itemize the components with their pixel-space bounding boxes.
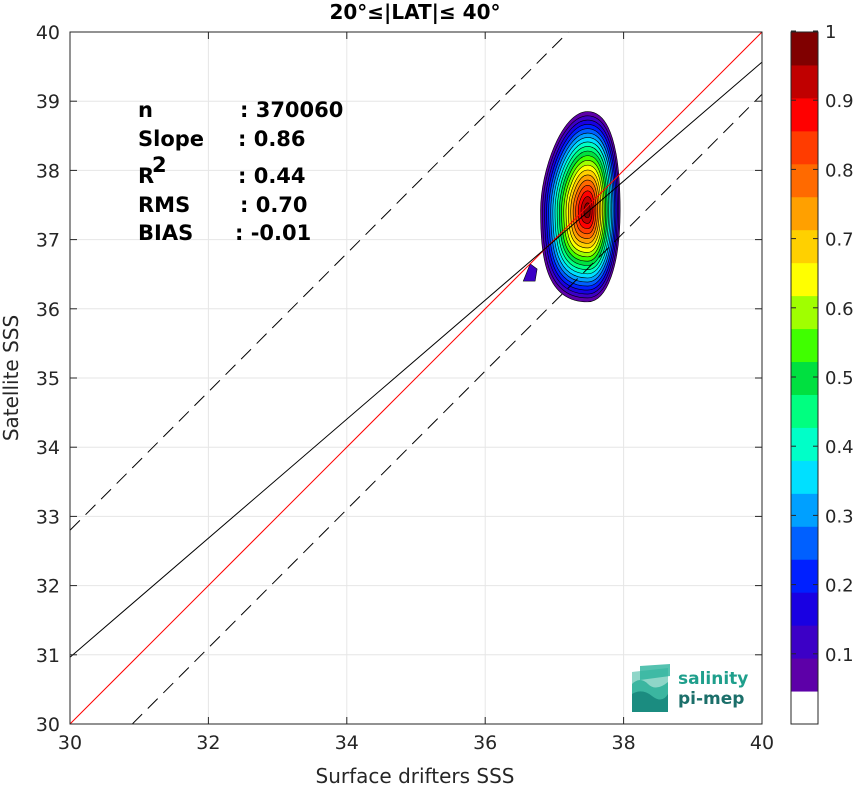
y-tick-label: 33 <box>36 506 60 528</box>
colorbar-segment <box>791 394 818 428</box>
stat-label: RMS <box>138 193 190 217</box>
colorbar-segment <box>791 130 818 165</box>
colorbar-tick-label: 0.4 <box>825 437 854 458</box>
colorbar-tick-label: 0.7 <box>825 230 854 251</box>
colorbar-segment <box>791 460 818 494</box>
colorbar-segment <box>791 559 818 593</box>
colorbar-segment <box>791 97 818 132</box>
y-tick-label: 35 <box>36 368 60 390</box>
colorbar-tick-label: 1 <box>825 22 836 43</box>
colorbar-segment <box>791 361 818 395</box>
colorbar-segment <box>791 328 818 363</box>
colorbar-segment <box>791 625 818 659</box>
y-axis-label: Satellite SSS <box>0 315 23 441</box>
stat-value: : 0.86 <box>238 127 306 151</box>
colorbar-segment <box>791 229 818 264</box>
colorbar: 0.1 0.2 0.3 0.4 0.5 0.6 0.7 0.8 0.9 1 <box>790 22 854 725</box>
logo-line1: salinity <box>678 669 748 689</box>
colorbar-tick-label: 0.6 <box>825 299 854 320</box>
stat-value: : 370060 <box>240 98 343 122</box>
stat-label: Slope <box>138 127 204 151</box>
stat-label: n <box>138 98 153 122</box>
lower-bound-line <box>131 93 762 724</box>
colorbar-segment <box>791 295 818 330</box>
x-tick-label: 40 <box>750 732 774 754</box>
y-tick-label: 32 <box>36 576 60 598</box>
y-tick-label: 34 <box>36 437 60 459</box>
colorbar-tick-label: 0.1 <box>825 645 854 666</box>
x-tick-label: 38 <box>612 732 636 754</box>
stat-label: BIAS <box>138 221 193 245</box>
stat-value: : 0.44 <box>238 164 306 188</box>
salinity-pi-mep-logo: salinity pi-mep <box>632 664 748 712</box>
fit-line <box>70 61 762 658</box>
stat-label: R <box>138 164 154 188</box>
colorbar-segment <box>791 427 818 461</box>
colorbar-frame <box>790 31 819 725</box>
y-tick-label: 37 <box>36 230 60 252</box>
colorbar-tick-label: 0.2 <box>825 576 854 597</box>
colorbar-segment <box>791 262 818 297</box>
colorbar-segment <box>791 32 818 66</box>
colorbar-segment <box>791 163 818 198</box>
colorbar-segment <box>791 658 818 692</box>
grid <box>69 31 763 725</box>
density-contours <box>522 111 621 303</box>
colorbar-tick-label: 0.3 <box>825 506 854 527</box>
stat-superscript: 2 <box>152 153 167 177</box>
axis-ticks: 30 32 34 36 38 40 30 31 32 33 34 35 36 37 38 39 40 <box>36 22 774 754</box>
stat-value: : 0.70 <box>240 193 308 217</box>
colorbar-segment <box>791 493 818 527</box>
x-tick-label: 32 <box>196 732 220 754</box>
colorbar-segment <box>791 691 818 725</box>
y-tick-label: 31 <box>36 645 60 667</box>
x-axis-label: Surface drifters SSS <box>316 764 515 786</box>
y-tick-label: 39 <box>36 91 60 113</box>
colorbar-segment <box>791 64 818 99</box>
colorbar-tick-label: 0.9 <box>825 91 854 112</box>
reference-lines <box>70 32 762 724</box>
one-to-one-line <box>70 32 762 724</box>
colorbar-segment <box>791 592 818 626</box>
upper-bound-line <box>70 32 569 531</box>
y-tick-label: 40 <box>36 22 60 44</box>
colorbar-segment <box>791 526 818 560</box>
x-tick-label: 34 <box>335 732 359 754</box>
density-secondary-blob <box>522 263 538 282</box>
x-tick-label: 30 <box>58 732 82 754</box>
y-tick-label: 36 <box>36 299 60 321</box>
chart-title: 20°≤|LAT|≤ 40° <box>329 0 500 24</box>
statistics-block: n : 370060 Slope : 0.86 R2 : 0.44 RMS : 0.70 BIA… <box>138 98 343 245</box>
stat-value: : -0.01 <box>235 221 311 245</box>
y-tick-label: 30 <box>36 714 60 736</box>
logo-line2: pi-mep <box>678 689 744 709</box>
colorbar-tick-label: 0.5 <box>825 368 854 389</box>
colorbar-segment <box>791 196 818 231</box>
x-tick-label: 36 <box>473 732 497 754</box>
y-tick-label: 38 <box>36 160 60 182</box>
wave-logo-icon <box>632 664 670 712</box>
colorbar-tick-label: 0.8 <box>825 160 854 181</box>
